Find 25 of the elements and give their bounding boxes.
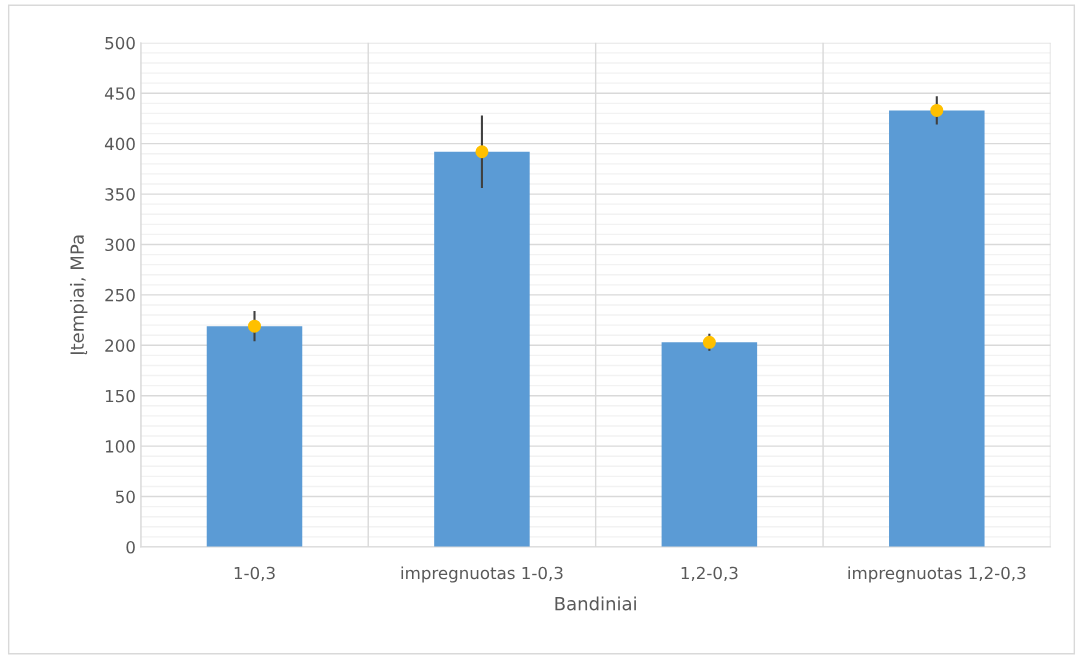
point xyxy=(930,103,944,117)
x-axis-title: Bandiniai xyxy=(555,596,636,611)
x-tick-label: impregnuotas 1-0,3 xyxy=(401,566,563,583)
y-tick-label: 50 xyxy=(116,490,135,504)
bar xyxy=(434,151,530,547)
y-axis-title: Įtempiai, MPa xyxy=(69,235,88,355)
bar xyxy=(206,326,303,547)
y-tick-label: 450 xyxy=(104,87,135,100)
y-tick-label: 500 xyxy=(105,36,135,50)
y-tick-label: 400 xyxy=(104,137,135,151)
y-tick-label: 100 xyxy=(105,440,135,453)
point xyxy=(248,319,262,333)
y-tick-label: 350 xyxy=(105,188,135,201)
y-tick-label: 150 xyxy=(105,389,135,403)
point xyxy=(702,335,716,349)
y-tick-label: 200 xyxy=(105,339,135,352)
x-tick-label: 1-0,3 xyxy=(234,566,275,582)
y-tick-label: 250 xyxy=(105,288,135,302)
y-tick-label: 0 xyxy=(126,540,135,554)
bar xyxy=(889,110,985,547)
y-tick-label: 300 xyxy=(105,238,135,252)
x-tick-label: impregnuotas 1,2-0,3 xyxy=(848,566,1026,583)
bar xyxy=(661,342,758,547)
point xyxy=(475,145,489,159)
x-tick-label: 1,2-0,3 xyxy=(681,566,738,582)
